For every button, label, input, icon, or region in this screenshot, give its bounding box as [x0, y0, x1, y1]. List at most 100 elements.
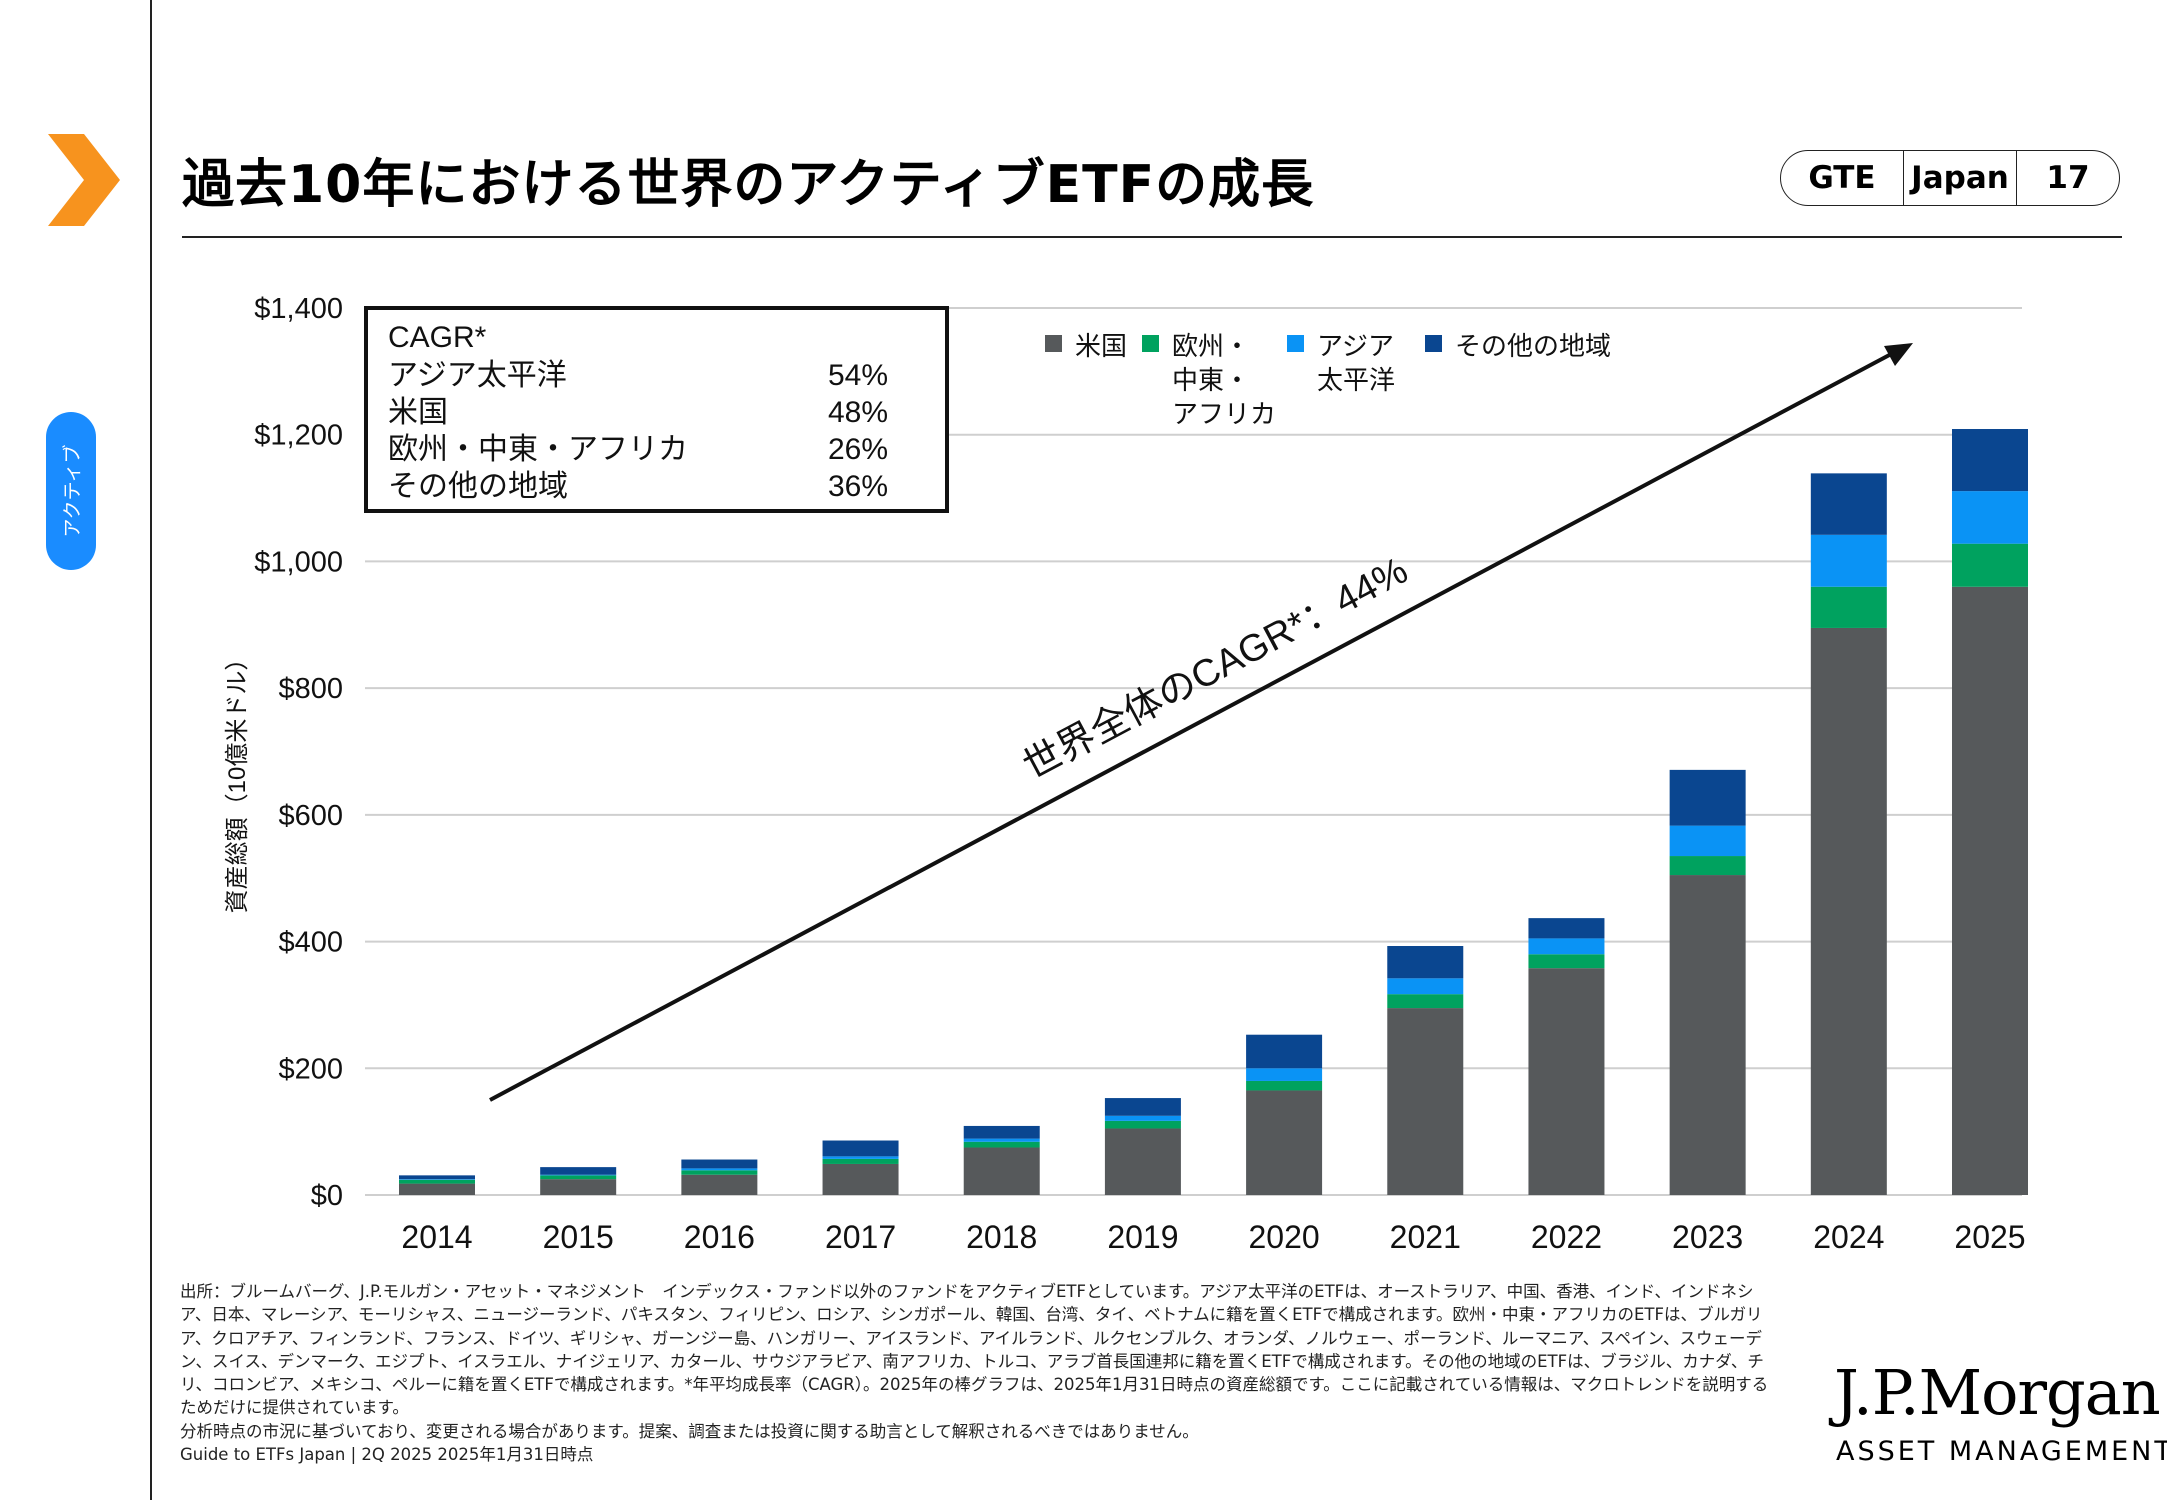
bar-emea-2025	[1952, 543, 2028, 587]
bar-other-2022	[1528, 918, 1605, 939]
x-tick-label: 2020	[1248, 1219, 1319, 1255]
cagr-row-label: 米国	[388, 396, 448, 429]
trend-arrow-line	[489, 350, 1896, 1102]
bar-other-2018	[963, 1125, 1040, 1139]
bar-emea-2014	[399, 1179, 475, 1184]
legend-label-emea: 欧州・中東・アフリカ	[1172, 331, 1276, 429]
bar-other-2021	[1387, 946, 1464, 979]
cagr-row-label: その他の地域	[388, 470, 568, 503]
cagr-row-value: 48%	[828, 396, 888, 429]
legend-label-other: その他の地域	[1455, 331, 1611, 361]
bar-other-2014	[399, 1175, 475, 1180]
y-tick-label: $1,000	[254, 546, 343, 578]
bar-apac-2024	[1810, 534, 1887, 587]
x-tick-label: 2015	[543, 1219, 614, 1255]
legend-swatch-apac	[1287, 335, 1304, 352]
footer-guide: Guide to ETFs Japan | 2Q 2025 2025年1月31日…	[180, 1445, 594, 1465]
y-tick-label: $400	[278, 927, 343, 959]
bar-emea-2020	[1246, 1080, 1323, 1091]
x-tick-label: 2024	[1813, 1219, 1884, 1255]
bar-emea-2024	[1810, 586, 1887, 628]
legend-swatch-other	[1425, 335, 1442, 352]
global-cagr-annotation: 世界全体のCAGR*：44%	[1017, 550, 1415, 788]
legend-label-apac: アジア太平洋	[1317, 331, 1395, 395]
bar-apac-2023	[1669, 825, 1746, 857]
bar-emea-2017	[822, 1158, 899, 1164]
asset-management-logo-text: ASSET MANAGEMENT	[1836, 1436, 2167, 1467]
bar-emea-2023	[1669, 856, 1746, 876]
y-axis-title: 資産総額（10億米ドル）	[224, 647, 251, 914]
bar-us-2018	[963, 1147, 1040, 1195]
chevron-right-icon	[48, 134, 120, 226]
x-tick-label: 2022	[1531, 1219, 1602, 1255]
x-tick-label: 2019	[1107, 1219, 1178, 1255]
x-tick-label: 2014	[401, 1219, 472, 1255]
left-divider-line	[150, 0, 152, 1500]
bar-other-2024	[1810, 473, 1887, 535]
x-tick-label: 2017	[825, 1219, 896, 1255]
cagr-row-value: 36%	[828, 470, 888, 503]
footer-source: 出所：ブルームバーグ、J.P.モルガン・アセット・マネジメント インデックス・フ…	[180, 1282, 1769, 1418]
bar-emea-2019	[1104, 1120, 1181, 1129]
bar-apac-2017	[822, 1156, 899, 1159]
bar-apac-2022	[1528, 938, 1605, 955]
cagr-row-label: アジア太平洋	[388, 359, 567, 392]
footer-disclaimer: 分析時点の市況に基づいており、変更される場合があります。提案、調査または投資に関…	[180, 1421, 1199, 1441]
bar-apac-2018	[963, 1138, 1040, 1142]
tag-gte: GTE	[1781, 151, 1904, 205]
bar-other-2019	[1104, 1098, 1181, 1116]
cagr-box-heading: CAGR*	[388, 321, 487, 354]
bar-us-2024	[1810, 627, 1887, 1195]
bar-us-2016	[681, 1174, 758, 1195]
y-tick-label: $200	[278, 1053, 343, 1085]
legend-swatch-us	[1045, 335, 1062, 352]
bar-emea-2021	[1387, 994, 1464, 1009]
y-tick-label: $1,200	[254, 420, 343, 452]
title-underline	[182, 236, 2122, 238]
bar-us-2025	[1952, 586, 2028, 1195]
bar-emea-2018	[963, 1141, 1040, 1148]
page-tag-box: GTE Japan 17	[1780, 150, 2120, 206]
bar-us-2017	[822, 1163, 899, 1195]
x-tick-label: 2018	[966, 1219, 1037, 1255]
bar-us-2015	[540, 1179, 617, 1195]
page-number: 17	[2046, 160, 2090, 196]
y-tick-label: $600	[278, 800, 343, 832]
x-tick-label: 2023	[1672, 1219, 1743, 1255]
cagr-row-value: 26%	[828, 433, 888, 466]
cagr-box	[364, 306, 949, 513]
bar-us-2020	[1246, 1090, 1323, 1195]
footer-notes: 出所：ブルームバーグ、J.P.モルガン・アセット・マネジメント インデックス・フ…	[180, 1280, 1780, 1466]
bar-other-2023	[1669, 769, 1746, 826]
bar-other-2016	[681, 1159, 758, 1169]
x-tick-label: 2016	[684, 1219, 755, 1255]
y-tick-label: $800	[278, 673, 343, 705]
bar-apac-2019	[1104, 1115, 1181, 1121]
x-tick-label: 2021	[1390, 1219, 1461, 1255]
bar-us-2019	[1104, 1128, 1181, 1195]
page-title: 過去10年における世界のアクティブETFの成長	[182, 155, 1315, 215]
y-tick-label: $0	[311, 1180, 343, 1212]
x-tick-label: 2025	[1954, 1219, 2025, 1255]
bar-apac-2015	[540, 1174, 617, 1176]
bar-apac-2016	[681, 1168, 758, 1171]
bar-apac-2021	[1387, 978, 1464, 995]
trend-arrow-head-icon	[1884, 343, 1913, 366]
y-tick-label: $1,400	[254, 293, 343, 325]
bar-apac-2014	[399, 1179, 475, 1180]
bar-emea-2015	[540, 1175, 617, 1180]
bar-apac-2025	[1952, 491, 2028, 544]
section-tab-active[interactable]: アクティブ	[46, 412, 96, 570]
cagr-row-label: 欧州・中東・アフリカ	[388, 433, 688, 466]
bar-us-2021	[1387, 1008, 1464, 1195]
cagr-row-value: 54%	[828, 359, 888, 392]
legend-label-us: 米国	[1075, 331, 1127, 361]
bar-us-2023	[1669, 875, 1746, 1195]
legend-swatch-emea	[1142, 335, 1159, 352]
bar-us-2022	[1528, 968, 1605, 1195]
bar-other-2015	[540, 1167, 617, 1175]
bar-other-2020	[1246, 1034, 1323, 1069]
jpmorgan-logo: J.P.Morgan	[1834, 1356, 2161, 1429]
bar-emea-2022	[1528, 954, 1605, 969]
